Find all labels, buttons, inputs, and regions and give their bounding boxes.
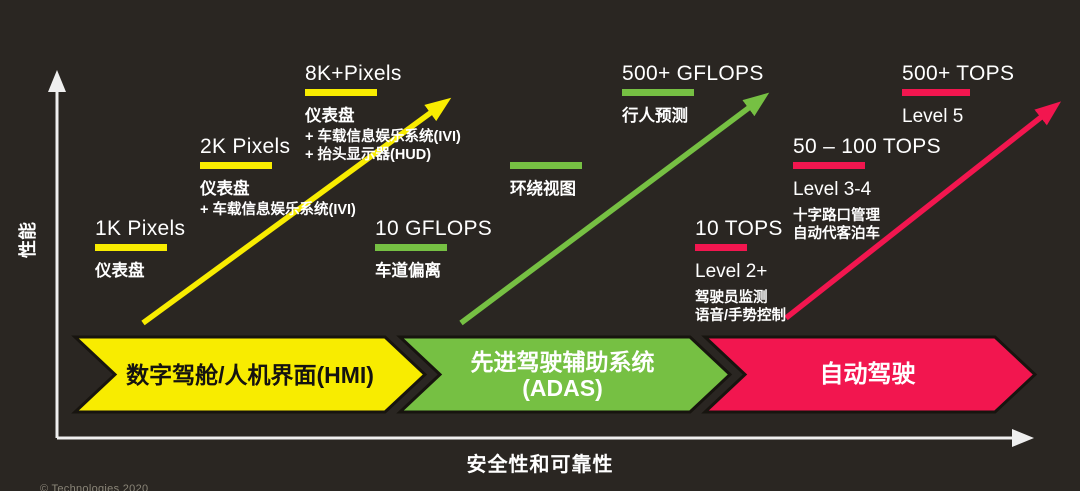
milestone-title: 500+ GFLOPS [622,62,764,85]
milestone-title: 8K+Pixels [305,62,402,85]
milestone-surround-view: 环绕视图 [510,159,582,201]
underline-bar-yellow [95,244,167,251]
milestone-feature: 环绕视图 [510,180,576,198]
milestone-title: 500+ TOPS [902,62,1015,85]
milestone-10-gflops: 10 GFLOPS 车道偏离 [375,218,492,283]
milestone-title: 10 TOPS [695,217,783,240]
milestone-2k-pixels: 2K Pixels 仪表盘 + 车载信息娱乐系统(IVI) [200,136,356,219]
band-label-adas: 先进驾驶辅助系统 (ADAS) [425,337,700,412]
milestone-feature: 车道偏离 [375,262,441,280]
band-label-autonomous: 自动驾驶 [730,337,1005,412]
band-label-hmi: 数字驾舱/人机界面(HMI) [105,337,395,412]
milestone-feature: 仪表盘 [200,180,250,198]
x-axis-label: 安全性和可靠性 [466,454,614,476]
milestone-feature: 仪表盘 [95,262,145,280]
milestone-10-tops: 10 TOPS Level 2+ 驾驶员监测 语音/手势控制 [695,218,786,325]
milestone-level: Level 5 [902,106,964,127]
milestone-title: 2K Pixels [200,135,291,158]
underline-bar-pink [793,162,865,169]
milestone-50-100-tops: 50 – 100 TOPS Level 3-4 十字路口管理 自动代客泊车 [793,136,941,243]
underline-bar-green [375,244,447,251]
band-label-text: 先进驾驶辅助系统 [470,348,655,375]
underline-bar-yellow [305,89,377,96]
underline-bar-yellow [200,162,272,169]
underline-bar-green [622,89,694,96]
milestone-title: 10 GFLOPS [375,217,493,240]
y-axis-label: 性能 [18,222,38,258]
milestone-feature: 行人预测 [622,107,688,125]
underline-bar-pink [902,89,970,96]
milestone-level: Level 2+ [695,261,768,282]
milestone-title: 1K Pixels [95,217,186,240]
band-label-text: 自动驾驶 [819,360,916,388]
underline-bar-green [510,162,582,169]
milestone-feature: 自动代客泊车 [793,226,880,242]
milestone-500-tops: 500+ TOPS Level 5 [902,63,1014,134]
milestone-feature: 驾驶员监测 [695,290,768,306]
copyright-note: © Technologies 2020 [40,483,149,491]
milestone-feature: + 车载信息娱乐系统(IVI) [200,202,356,218]
milestone-8k-pixels: 8K+Pixels 仪表盘 + 车载信息娱乐系统(IVI) + 抬头显示器(HU… [305,63,461,164]
milestone-feature: + 车载信息娱乐系统(IVI) [305,129,461,145]
milestone-feature: 十字路口管理 [793,208,880,224]
milestone-500-gflops: 500+ GFLOPS 行人预测 [622,63,764,128]
band-label-text: 数字驾舱/人机界面(HMI) [126,361,374,388]
milestone-title: 50 – 100 TOPS [793,135,941,158]
milestone-feature: + 抬头显示器(HUD) [305,147,432,163]
underline-bar-pink [695,244,747,251]
band-label-text-line2: (ADAS) [522,374,603,401]
milestone-feature: 语音/手势控制 [695,308,787,324]
milestone-level: Level 3-4 [793,179,872,200]
milestone-1k-pixels: 1K Pixels 仪表盘 [95,218,185,283]
milestone-feature: 仪表盘 [305,107,355,125]
